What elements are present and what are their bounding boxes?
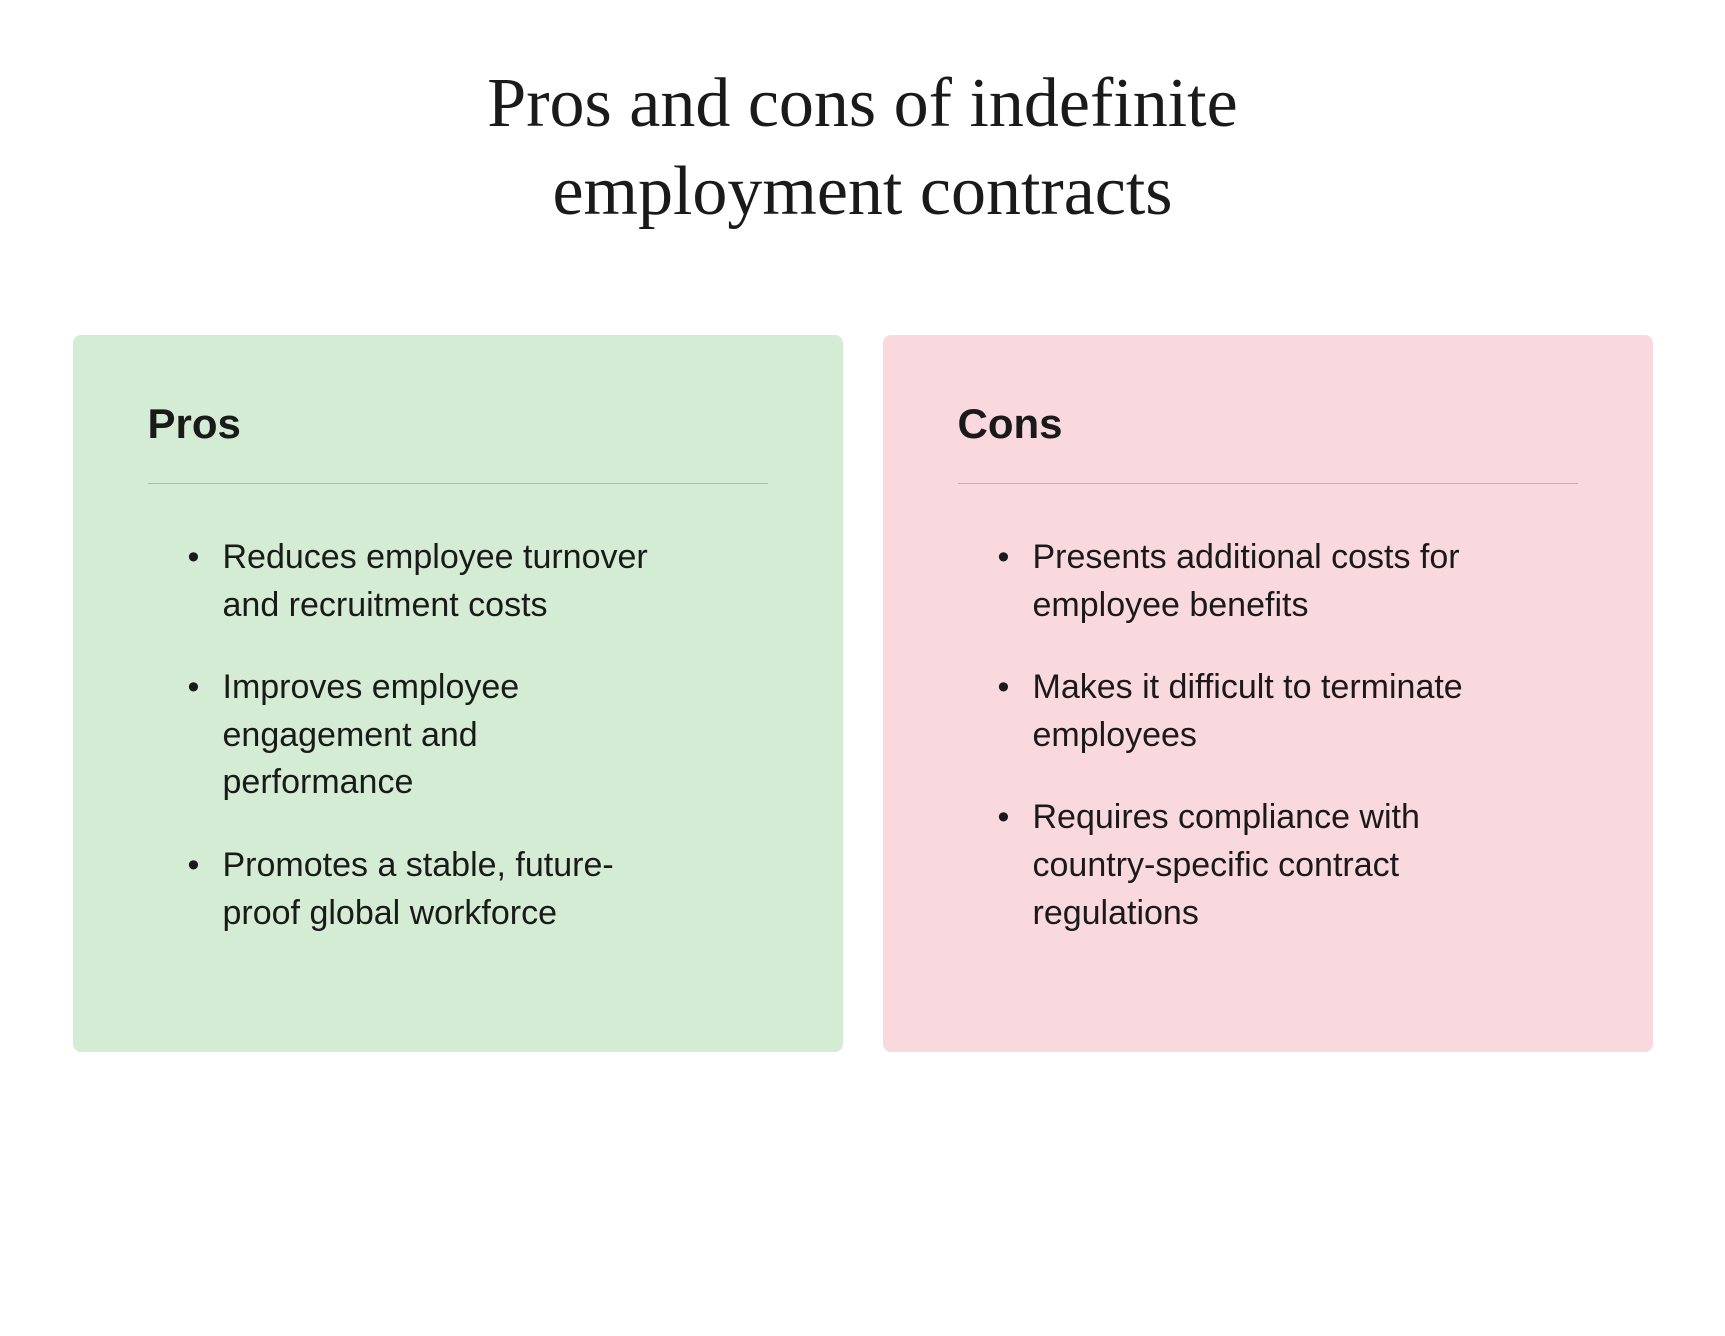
pros-heading: Pros	[148, 400, 768, 448]
cons-card: Cons Presents additional costs for emplo…	[883, 335, 1653, 1052]
list-item: Makes it difficult to terminate employee…	[998, 664, 1478, 759]
cons-divider	[958, 483, 1578, 484]
cards-container: Pros Reduces employee turnover and recru…	[70, 335, 1655, 1052]
pros-card: Pros Reduces employee turnover and recru…	[73, 335, 843, 1052]
list-item: Presents additional costs for employee b…	[998, 534, 1478, 629]
page-title: Pros and cons of indefinite employment c…	[313, 60, 1413, 235]
cons-heading: Cons	[958, 400, 1578, 448]
cons-list: Presents additional costs for employee b…	[958, 534, 1578, 937]
pros-list: Reduces employee turnover and recruitmen…	[148, 534, 768, 937]
list-item: Improves employee engagement and perform…	[188, 664, 668, 807]
pros-divider	[148, 483, 768, 484]
list-item: Reduces employee turnover and recruitmen…	[188, 534, 668, 629]
list-item: Promotes a stable, future-proof global w…	[188, 842, 668, 937]
list-item: Requires compliance with country-specifi…	[998, 794, 1478, 937]
